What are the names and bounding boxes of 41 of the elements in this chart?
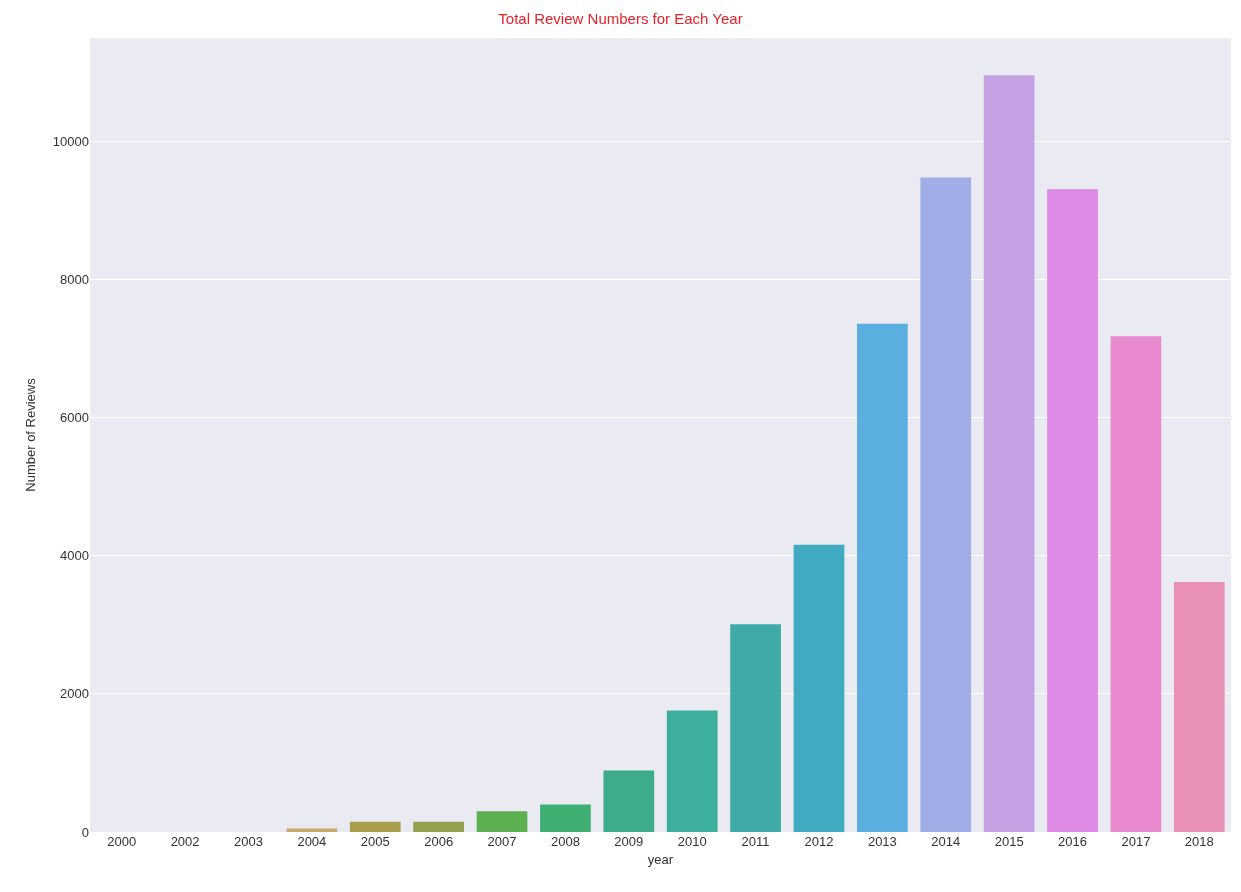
y-axis-title: Number of Reviews [22, 377, 38, 492]
x-tick-label: 2004 [297, 834, 327, 849]
bar [540, 804, 591, 832]
chart-title: Total Review Numbers for Each Year [498, 9, 743, 27]
bar [1110, 336, 1162, 832]
bar [349, 821, 401, 832]
bar [920, 177, 972, 832]
bar [603, 770, 655, 832]
y-tick-label: 8000 [60, 272, 89, 288]
bar [413, 821, 464, 832]
x-tick-label: 2002 [170, 834, 200, 849]
x-tick-label: 2008 [550, 834, 580, 849]
bar [1047, 189, 1098, 832]
x-tick-label: 2007 [487, 834, 517, 849]
x-tick-label: 2017 [1121, 834, 1151, 849]
x-tick-label: 2012 [804, 834, 834, 849]
y-tick-label: 0 [81, 824, 89, 840]
x-tick-label: 2015 [994, 834, 1024, 849]
bar [730, 624, 781, 832]
y-tick-label: 6000 [60, 410, 89, 426]
x-tick-label: 2000 [107, 834, 137, 849]
x-tick-label: 2016 [1058, 834, 1087, 849]
x-tick-label: 2003 [234, 834, 263, 849]
x-tick-label: 2005 [360, 834, 390, 849]
bar [857, 323, 908, 832]
bar [476, 811, 528, 832]
bar [1173, 582, 1225, 832]
x-tick-label: 2006 [424, 834, 454, 849]
bar [793, 544, 845, 832]
y-tick-label: 10000 [52, 134, 89, 150]
y-tick-label: 4000 [60, 548, 89, 564]
x-axis-title: year [647, 851, 674, 867]
x-tick-label: 2009 [614, 834, 644, 849]
bar [983, 75, 1035, 832]
x-tick-label: 2013 [867, 834, 897, 849]
x-tick-label: 2011 [741, 834, 770, 849]
x-tick-label: 2018 [1184, 834, 1214, 849]
x-tick-label: 2010 [677, 834, 707, 849]
bar [666, 710, 718, 832]
y-tick-label: 2000 [60, 686, 89, 702]
x-tick-label: 2014 [931, 834, 961, 849]
